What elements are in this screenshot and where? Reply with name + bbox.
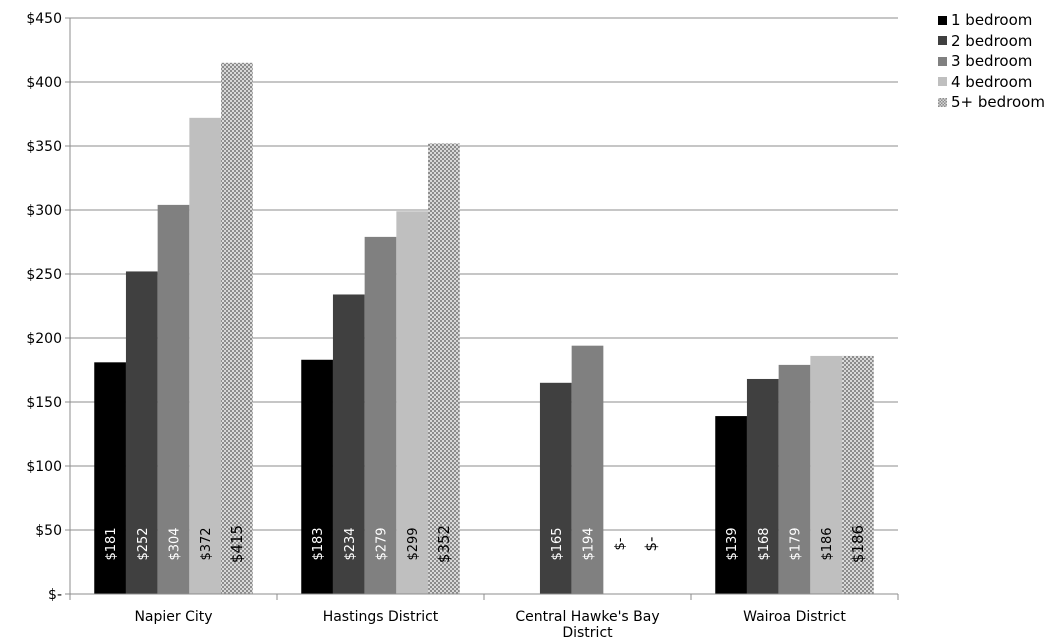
data-label: $415: [228, 525, 246, 563]
legend-item: 2 bedroom: [938, 31, 1045, 52]
bar: [428, 143, 460, 594]
data-label: $165: [550, 527, 565, 560]
legend-swatch: [938, 56, 947, 66]
bar: [157, 204, 190, 594]
x-category-label: Wairoa District: [743, 609, 846, 625]
x-category-label: Napier City: [134, 609, 212, 625]
data-label: $168: [757, 527, 772, 560]
y-tick-label: $50: [35, 523, 62, 539]
bar: [94, 362, 126, 594]
x-axis-categories: Napier City Hastings District Central Hawk…: [134, 609, 846, 641]
x-category-label: District: [562, 625, 613, 641]
legend-swatch: [938, 15, 947, 25]
y-tick-label: $-: [48, 587, 62, 603]
bar: [746, 378, 779, 594]
data-label: $183: [311, 527, 326, 560]
y-tick-label: $200: [26, 331, 62, 347]
legend-item: 4 bedroom: [938, 72, 1045, 93]
bar: [189, 117, 222, 594]
legend-label: 1 bedroom: [951, 11, 1033, 30]
bar: [221, 62, 253, 595]
y-tick-label: $100: [26, 459, 62, 475]
bar: [539, 382, 572, 594]
data-label: $139: [725, 527, 740, 560]
data-label: $279: [375, 527, 390, 560]
legend-swatch: [938, 97, 947, 107]
legend-item: 3 bedroom: [938, 51, 1045, 72]
bar: [842, 355, 874, 594]
bar: [571, 345, 604, 594]
data-label: $252: [136, 527, 151, 560]
y-tick-label: $300: [26, 203, 62, 219]
data-label: $299: [406, 527, 421, 560]
legend-item: 5+ bedroom: [938, 92, 1045, 113]
legend-swatch: [938, 77, 947, 87]
y-tick-label: $250: [26, 267, 62, 283]
data-label: $304: [168, 527, 183, 560]
y-tick-label: $150: [26, 395, 62, 411]
bar: [364, 236, 397, 594]
data-label: $181: [104, 527, 119, 560]
x-category-label: Hastings District: [323, 609, 439, 625]
data-label: $-: [642, 537, 660, 552]
data-label: $179: [789, 527, 804, 560]
bar: [396, 211, 429, 594]
legend-label: 5+ bedroom: [951, 93, 1045, 112]
bar: [301, 359, 333, 594]
bar: [332, 294, 365, 594]
x-category-label: Central Hawke's Bay: [515, 609, 659, 625]
data-label: $194: [582, 527, 597, 560]
data-label: $352: [435, 525, 453, 563]
data-label: $372: [199, 527, 214, 560]
data-label: $186: [849, 525, 867, 563]
y-tick-label: $350: [26, 139, 62, 155]
bar: [778, 364, 811, 594]
legend-label: 4 bedroom: [951, 72, 1033, 91]
legend-label: 3 bedroom: [951, 52, 1033, 71]
legend-label: 2 bedroom: [951, 31, 1033, 50]
bar: [715, 416, 747, 594]
data-label: $234: [343, 527, 358, 560]
legend-item: 1 bedroom: [938, 10, 1045, 31]
axes: [65, 17, 899, 600]
legend-swatch: [938, 36, 947, 46]
bar: [125, 271, 158, 594]
legend: 1 bedroom 2 bedroom 3 bedroom 4 bedroom 5+ b…: [938, 10, 1045, 113]
bar: [810, 355, 843, 594]
y-tick-label: $400: [26, 75, 62, 91]
y-tick-label: $450: [26, 11, 62, 27]
data-label: $-: [613, 537, 628, 550]
data-labels: $181 $252 $304 $372 $415 $183 $234 $279 $299 $352…: [104, 525, 867, 563]
y-axis-ticks: $- $50 $100 $150 $200 $250 $300 $350 $400 $450: [26, 11, 62, 603]
bars: [94, 62, 874, 595]
data-label: $186: [820, 527, 835, 560]
